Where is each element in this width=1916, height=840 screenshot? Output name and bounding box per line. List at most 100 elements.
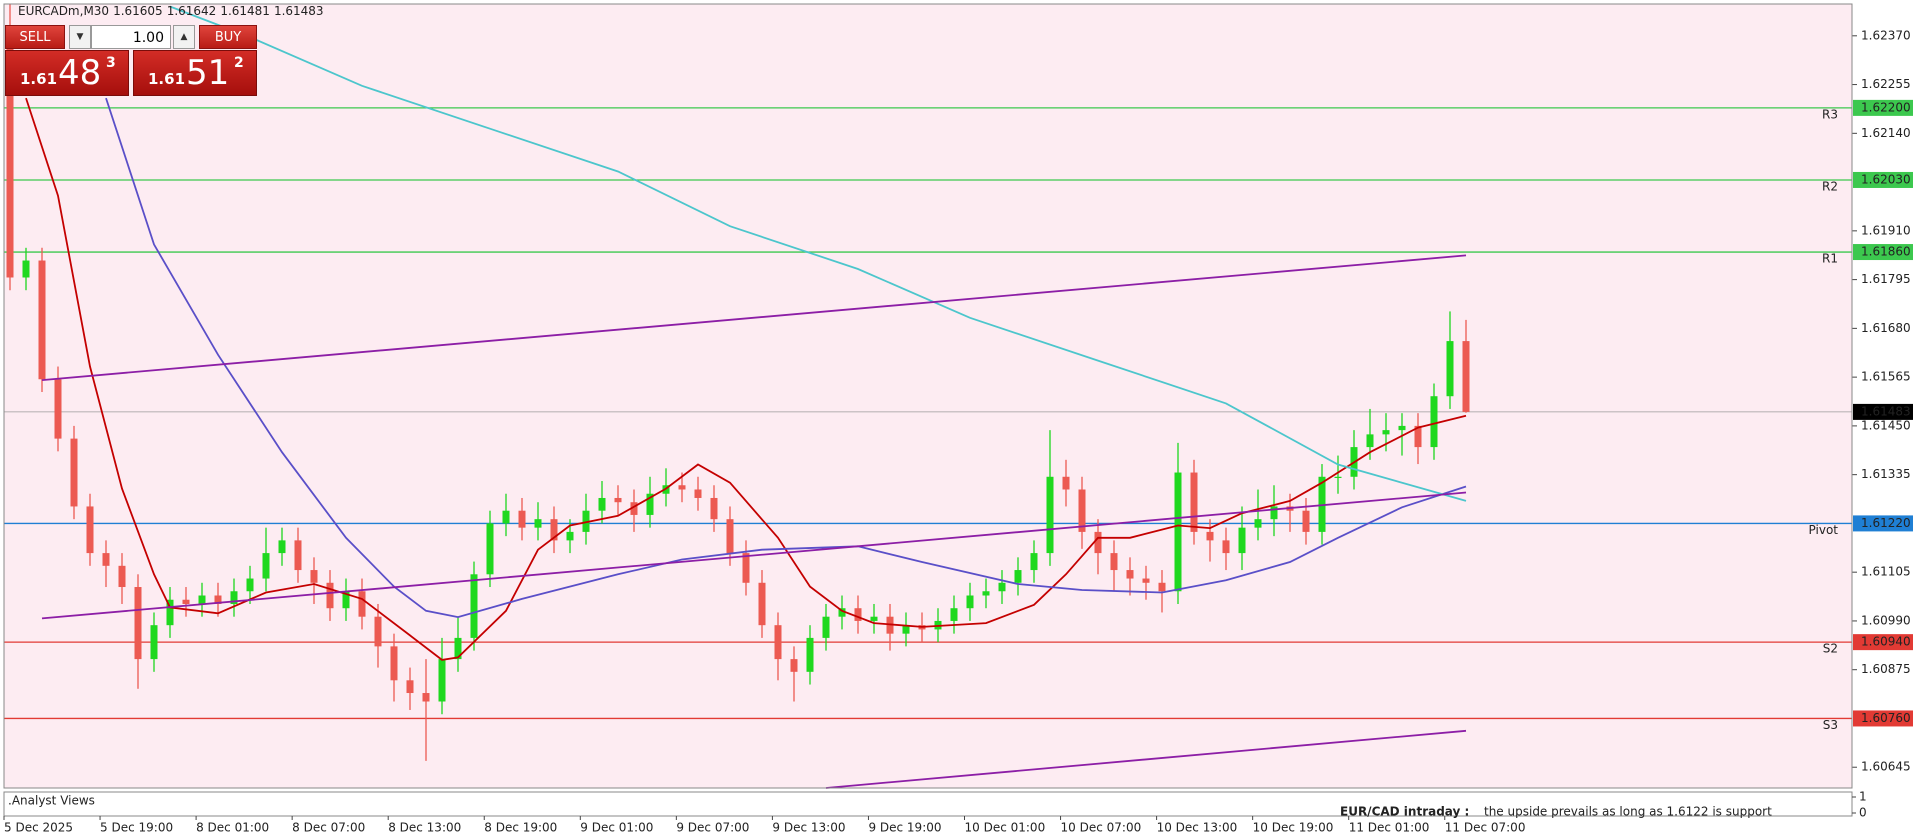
candle-body: [182, 599, 190, 604]
y-tick-label: 1.60990: [1861, 613, 1911, 627]
buy-price[interactable]: 1.61 51 2: [133, 50, 257, 96]
level-price-box: [1853, 244, 1913, 261]
candle-body: [774, 625, 782, 660]
x-tick-label: 5 Dec 19:00: [100, 821, 173, 835]
indicator-line: [825, 729, 1467, 789]
lot-up[interactable]: ▲: [173, 25, 195, 49]
candle-body: [534, 519, 542, 528]
symbol: EURCADm,M30: [18, 4, 110, 18]
y-tick-label: 1.61450: [1861, 418, 1911, 432]
candle-body: [6, 44, 14, 278]
panel-text: the upside prevails as long as 1.6122 is…: [1484, 805, 1772, 819]
candle-body: [694, 489, 702, 498]
candle-body: [1030, 553, 1038, 571]
level-price-label: 1.62030: [1861, 172, 1911, 186]
x-tick-label: 10 Dec 07:00: [1061, 821, 1142, 835]
y-tick-label: 1.61335: [1861, 467, 1911, 481]
candle-body: [1126, 570, 1134, 579]
candle-body: [422, 693, 430, 702]
ohlc-low: 1.61481: [220, 4, 270, 18]
candle-body: [374, 616, 382, 647]
price-fraction: 3: [106, 55, 116, 71]
x-tick-label: 9 Dec 01:00: [580, 821, 653, 835]
candle-body: [326, 582, 334, 609]
one-click-trading: SELL ▼ 1.00 ▲ BUY 1.61 48 3 1.61 51 2: [5, 25, 257, 96]
candle-body: [198, 595, 206, 604]
y-tick-label: 1.61910: [1861, 223, 1911, 237]
candle-body: [1254, 519, 1262, 528]
plot-area: [3, 3, 1853, 789]
candle-body: [1414, 425, 1422, 448]
price-fraction: 2: [234, 55, 244, 71]
x-tick-label: 11 Dec 07:00: [1445, 821, 1526, 835]
candle-body: [1302, 510, 1310, 532]
sell-price[interactable]: 1.61 48 3: [5, 50, 129, 96]
candle-body: [1142, 578, 1150, 583]
candle-body: [966, 595, 974, 609]
y-tick-label: 1.62370: [1861, 28, 1911, 42]
y-tick-label: 1.61565: [1861, 370, 1911, 384]
level-price-box: [1853, 515, 1913, 532]
candle-body: [1014, 570, 1022, 583]
level-price-box: [1853, 634, 1913, 651]
y-tick-label: 1.61105: [1861, 565, 1911, 579]
sell-button[interactable]: SELL: [5, 25, 65, 49]
candle-body: [870, 616, 878, 621]
candle-body: [1334, 476, 1342, 478]
level-price-box: [1853, 171, 1913, 188]
y-tick-label: 1.62140: [1861, 126, 1911, 140]
panel-tick-label: 1: [1859, 790, 1867, 804]
indicator-line: [105, 97, 1467, 619]
candle-body: [854, 608, 862, 621]
buy-button[interactable]: BUY: [199, 25, 257, 49]
level-price-label: 1.60760: [1861, 711, 1911, 725]
candle-body: [502, 510, 510, 524]
level-price-label: 1.61220: [1861, 516, 1911, 530]
lot-down[interactable]: ▼: [69, 25, 91, 49]
candle-body: [470, 574, 478, 638]
candle-body: [1158, 582, 1166, 592]
candle-body: [790, 659, 798, 672]
price-pips: 51: [186, 53, 230, 93]
lot-input[interactable]: 1.00: [91, 25, 171, 49]
candle-body: [950, 608, 958, 621]
candle-body: [438, 659, 446, 702]
candle-body: [1094, 531, 1102, 554]
candle-body: [582, 510, 590, 532]
candle-body: [294, 540, 302, 571]
level-price-label: 1.61860: [1861, 245, 1911, 259]
x-tick-label: 8 Dec 13:00: [388, 821, 461, 835]
candle-body: [86, 506, 94, 554]
level-name: R1: [1822, 252, 1838, 266]
candle-body: [598, 497, 606, 511]
level-price-label: 1.60940: [1861, 635, 1911, 649]
candle-body: [342, 591, 350, 609]
ohlc-close: 1.61483: [273, 4, 324, 18]
candle-body: [166, 599, 174, 626]
indicator-panel: [3, 791, 1853, 817]
candle-body: [726, 519, 734, 554]
candle-body: [102, 553, 110, 566]
candle-body: [758, 582, 766, 626]
candle-body: [1062, 476, 1070, 490]
candle-body: [406, 680, 414, 694]
candle-body: [1398, 425, 1406, 431]
x-tick-label: 5 Dec 2025: [4, 821, 73, 835]
candle-body: [678, 485, 686, 490]
x-tick-label: 10 Dec 13:00: [1157, 821, 1238, 835]
candle-body: [1206, 531, 1214, 541]
indicator-line: [41, 491, 1467, 620]
x-tick-label: 8 Dec 01:00: [196, 821, 269, 835]
candle-body: [214, 595, 222, 604]
candle-body: [1366, 434, 1374, 448]
candle-body: [310, 570, 318, 583]
current-price-box: [1853, 403, 1913, 420]
candle-body: [1078, 489, 1086, 532]
candle-body: [1190, 472, 1198, 532]
candle-body: [1110, 553, 1118, 571]
indicator-line: [41, 254, 1467, 381]
indicator-line: [169, 5, 1467, 502]
candle-body: [902, 625, 910, 634]
candle-body: [454, 637, 462, 660]
